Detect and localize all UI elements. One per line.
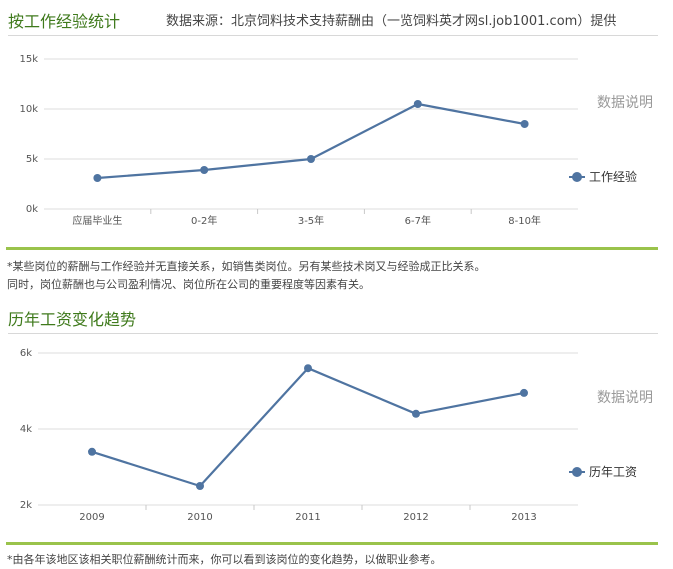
data-point [412, 409, 420, 418]
data-source-text: 数据来源：北京饲料技术支持薪酬由（一览饲料英才网sl.job1001.com）提… [166, 14, 617, 29]
y-tick-label: 10k [19, 104, 38, 115]
y-tick-label: 0k [26, 204, 38, 215]
x-tick-label: 应届毕业生 [72, 214, 122, 227]
legend-marker-icon [569, 466, 585, 477]
x-tick-label: 2013 [511, 512, 536, 523]
y-tick-label: 2k [20, 500, 32, 511]
data-point [520, 388, 528, 397]
section2-note-line1: *由各年该地区该相关职位薪酬统计而来，你可以看到该岗位的变化趋势，以做职业参考。 [7, 553, 442, 566]
data-point [88, 447, 96, 456]
section1-title: 按工作经验统计 [8, 12, 121, 31]
section1-note-line2: 同时，岗位薪酬也与公司盈利情况、岗位所在公司的重要程度等因素有关。 [7, 278, 370, 291]
section1-note-line1: *某些岗位的薪酬与工作经验并无直接关系，如销售类岗位。另有某些技术岗又与经验成正… [7, 260, 486, 273]
x-tick-label: 6-7年 [405, 214, 431, 227]
section2-title: 历年工资变化趋势 [8, 310, 137, 329]
y-tick-label: 4k [20, 424, 32, 435]
data-point [304, 364, 312, 373]
legend-label-experience: 工作经验 [589, 170, 638, 184]
x-tick-label: 2012 [403, 512, 428, 523]
legend-yearly-salary[interactable]: 历年工资 [569, 463, 637, 480]
data-point [93, 174, 102, 182]
series-line [91, 367, 525, 488]
data-point [520, 120, 529, 128]
legend-marker-icon [569, 171, 585, 182]
x-tick-label: 3-5年 [298, 214, 324, 227]
x-tick-label: 2009 [79, 512, 104, 523]
x-tick-label: 0-2年 [191, 214, 217, 227]
header-rule [8, 35, 658, 36]
legend-label-yearly-salary: 历年工资 [589, 465, 638, 479]
data-point [413, 100, 422, 108]
data-point [200, 166, 209, 174]
x-tick-label: 8-10年 [508, 214, 541, 227]
data-explain-link-1[interactable]: 数据说明 [597, 95, 653, 111]
data-point [307, 155, 315, 163]
x-tick-label: 2011 [295, 512, 320, 523]
legend-experience[interactable]: 工作经验 [569, 168, 637, 185]
y-tick-label: 15k [19, 54, 38, 65]
y-tick-label: 5k [26, 154, 38, 165]
x-tick-label: 2010 [187, 512, 212, 523]
section2-divider [6, 542, 658, 545]
y-tick-label: 6k [20, 348, 32, 359]
section1-divider [6, 247, 658, 250]
data-point [196, 482, 204, 490]
header-rule-2 [8, 333, 658, 334]
data-explain-link-2[interactable]: 数据说明 [597, 390, 653, 406]
